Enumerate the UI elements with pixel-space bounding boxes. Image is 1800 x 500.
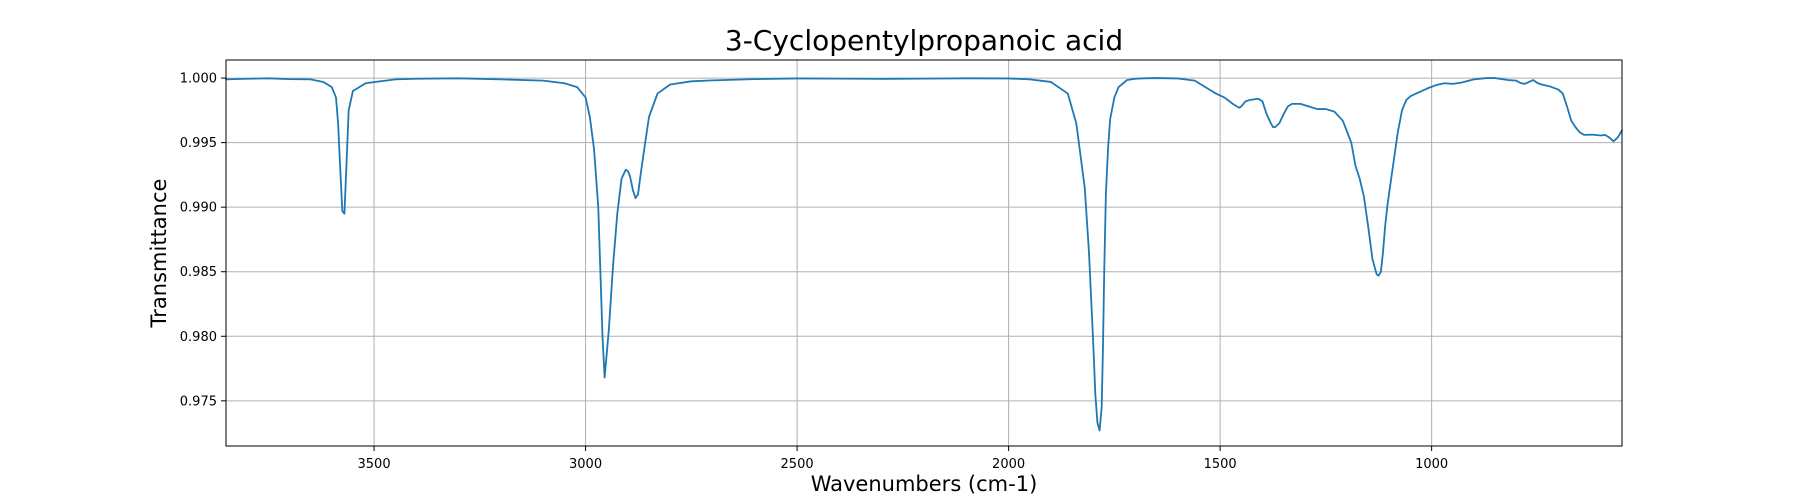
series-layer (225, 77, 1623, 432)
y-tick-label: 0.975 (180, 394, 217, 409)
x-tick-label: 1500 (1204, 457, 1237, 472)
chart-title: 3-Cyclopentylpropanoic acid (725, 24, 1123, 57)
y-axis-title: Transmittance (147, 179, 171, 329)
x-axis-ticks: 3500 3000 2500 2000 1500 1000 (358, 446, 1448, 472)
x-tick-label: 3000 (569, 457, 602, 472)
plot-frame (225, 59, 1623, 447)
x-tick-label: 1000 (1415, 457, 1448, 472)
y-tick-label: 0.990 (180, 201, 217, 216)
series-line (225, 77, 1623, 432)
y-tick-label: 0.985 (180, 265, 217, 280)
y-tick-label: 1.000 (180, 72, 217, 87)
y-tick-label: 0.995 (180, 136, 217, 151)
y-tick-label: 0.980 (180, 330, 217, 345)
x-tick-label: 3500 (358, 457, 391, 472)
x-tick-label: 2000 (992, 457, 1025, 472)
y-axis-ticks: 0.975 0.980 0.985 0.990 0.995 1.000 (180, 72, 226, 409)
x-tick-label: 2500 (781, 457, 814, 472)
x-axis-title: Wavenumbers (cm-1) (811, 472, 1038, 496)
